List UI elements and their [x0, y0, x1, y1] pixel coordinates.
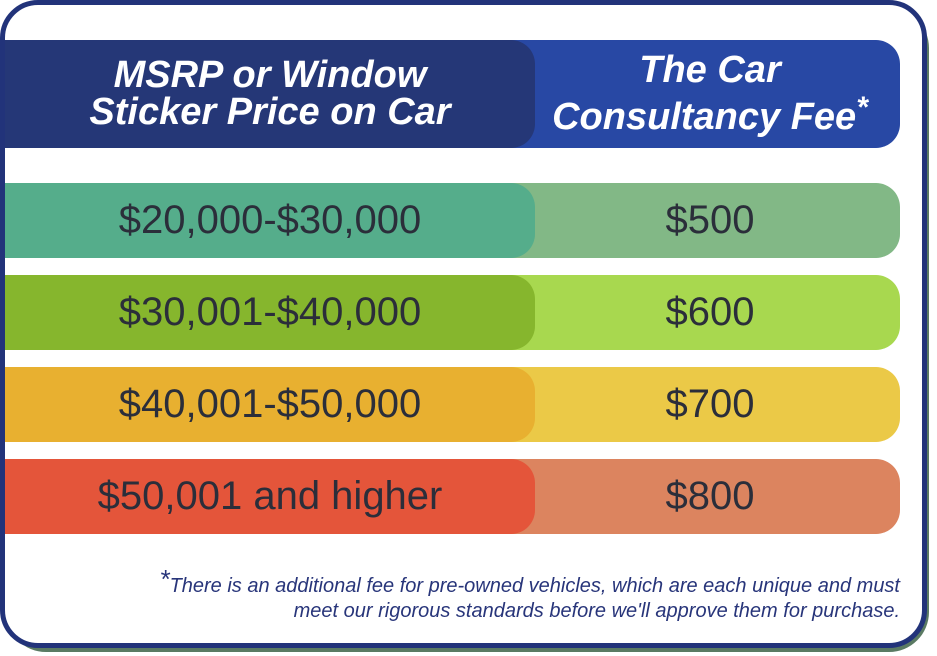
fee-text: $500 [665, 198, 755, 242]
header-fee-line2: Consultancy Fee [552, 96, 857, 138]
price-range-cell: $20,000-$30,000 [5, 183, 535, 258]
header-price-column: MSRP or Window Sticker Price on Car [5, 40, 535, 148]
footnote-line1: There is an additional fee for pre-owned… [169, 575, 900, 597]
fee-cell: $700 [500, 367, 900, 442]
header-fee-line1: The Car [639, 49, 781, 91]
price-range-cell: $30,001-$40,000 [5, 275, 535, 350]
header-price-label: MSRP or Window Sticker Price on Car [89, 54, 451, 133]
footnote: *There is an additional fee for pre-owne… [30, 564, 900, 624]
fee-text: $800 [665, 474, 755, 518]
price-range-text: $20,000-$30,000 [118, 198, 422, 242]
fee-cell: $800 [500, 459, 900, 534]
header-fee-column: The Car Consultancy Fee* [500, 40, 900, 148]
price-range-text: $30,001-$40,000 [118, 290, 422, 334]
pricing-table-card: MSRP or Window Sticker Price on Car The … [0, 0, 927, 648]
fee-text: $600 [665, 290, 755, 334]
price-range-cell: $50,001 and higher [5, 459, 535, 534]
header-price-line2: Sticker Price on Car [89, 91, 451, 133]
footnote-line2: meet our rigorous standards before we'll… [293, 600, 900, 622]
table-row: $30,001-$40,000 $600 [5, 275, 922, 350]
header-price-line1: MSRP or Window [113, 54, 427, 96]
fee-cell: $600 [500, 275, 900, 350]
table-row: $50,001 and higher $800 [5, 459, 922, 534]
price-range-text: $40,001-$50,000 [118, 382, 422, 426]
price-range-cell: $40,001-$50,000 [5, 367, 535, 442]
price-range-text: $50,001 and higher [97, 474, 443, 518]
header-asterisk: * [856, 91, 868, 124]
footnote-asterisk: * [159, 564, 170, 594]
table-row: $40,001-$50,000 $700 [5, 367, 922, 442]
table-header-row: MSRP or Window Sticker Price on Car The … [5, 40, 922, 148]
fee-text: $700 [665, 382, 755, 426]
fee-cell: $500 [500, 183, 900, 258]
table-row: $20,000-$30,000 $500 [5, 183, 922, 258]
header-fee-label: The Car Consultancy Fee* [552, 49, 868, 138]
